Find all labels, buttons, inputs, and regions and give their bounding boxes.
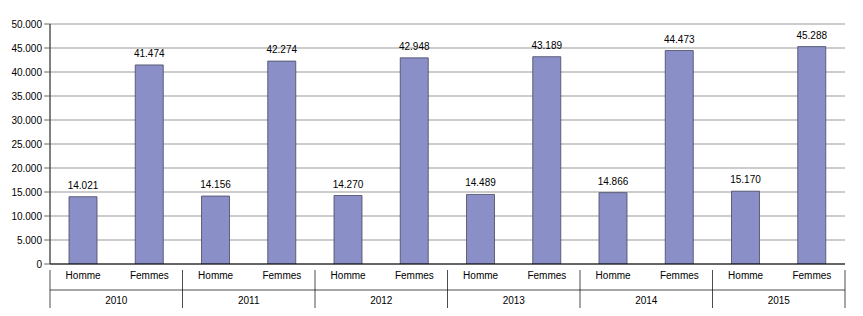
- svg-text:Femmes: Femmes: [660, 270, 699, 281]
- svg-text:45.000: 45.000: [11, 43, 42, 54]
- svg-text:Homme: Homme: [198, 270, 233, 281]
- svg-text:Femmes: Femmes: [130, 270, 169, 281]
- svg-text:Femmes: Femmes: [262, 270, 301, 281]
- svg-text:Femmes: Femmes: [395, 270, 434, 281]
- svg-text:Homme: Homme: [331, 270, 366, 281]
- svg-text:15.170: 15.170: [730, 174, 761, 185]
- svg-text:Homme: Homme: [463, 270, 498, 281]
- svg-text:14.270: 14.270: [333, 179, 364, 190]
- svg-text:30.000: 30.000: [11, 115, 42, 126]
- svg-text:42.274: 42.274: [266, 44, 297, 55]
- svg-text:25.000: 25.000: [11, 139, 42, 150]
- svg-text:Femmes: Femmes: [792, 270, 831, 281]
- svg-text:2010: 2010: [105, 295, 128, 306]
- svg-text:Femmes: Femmes: [527, 270, 566, 281]
- svg-text:42.948: 42.948: [399, 41, 430, 52]
- svg-text:2012: 2012: [370, 295, 393, 306]
- svg-text:14.489: 14.489: [465, 177, 496, 188]
- svg-text:Homme: Homme: [728, 270, 763, 281]
- svg-text:35.000: 35.000: [11, 91, 42, 102]
- svg-text:5.000: 5.000: [17, 235, 42, 246]
- svg-text:10.000: 10.000: [11, 211, 42, 222]
- svg-text:15.000: 15.000: [11, 187, 42, 198]
- svg-text:50.000: 50.000: [11, 19, 42, 30]
- svg-text:2014: 2014: [635, 295, 658, 306]
- svg-text:45.288: 45.288: [796, 30, 827, 41]
- svg-text:20.000: 20.000: [11, 163, 42, 174]
- svg-text:43.189: 43.189: [531, 40, 562, 51]
- svg-text:0: 0: [36, 259, 42, 270]
- svg-text:41.474: 41.474: [134, 48, 165, 59]
- svg-text:44.473: 44.473: [664, 34, 695, 45]
- svg-text:2013: 2013: [503, 295, 526, 306]
- svg-text:14.156: 14.156: [200, 179, 231, 190]
- svg-text:Homme: Homme: [596, 270, 631, 281]
- svg-text:14.866: 14.866: [598, 176, 629, 187]
- svg-text:14.021: 14.021: [68, 180, 99, 191]
- svg-text:2015: 2015: [768, 295, 791, 306]
- svg-text:Homme: Homme: [66, 270, 101, 281]
- svg-text:2011: 2011: [238, 295, 260, 306]
- svg-text:40.000: 40.000: [11, 67, 42, 78]
